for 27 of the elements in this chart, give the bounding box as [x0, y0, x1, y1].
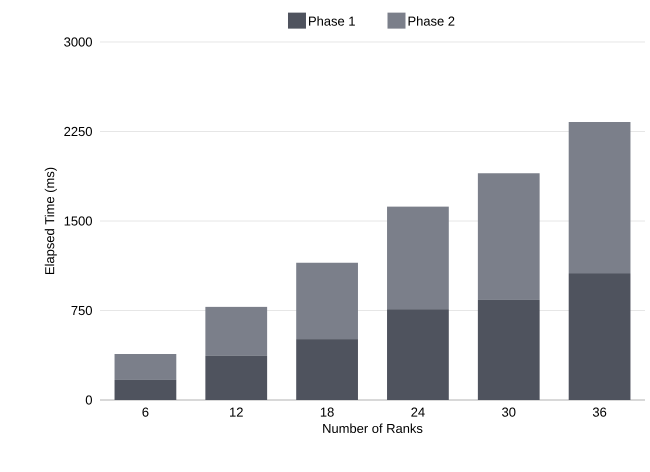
y-tick-label: 0 [86, 395, 92, 405]
y-tick-label: 750 [72, 306, 92, 316]
bar [478, 300, 540, 400]
bar [296, 262, 358, 340]
bar [387, 206, 449, 310]
legend-label: Phase 1 [309, 16, 355, 26]
x-tick-label: 30 [502, 408, 516, 417]
bar [387, 309, 449, 400]
x-tick-label: 36 [592, 408, 606, 417]
x-tick-label: 18 [320, 408, 334, 417]
bar [114, 354, 176, 380]
bar [568, 122, 630, 274]
bar [205, 306, 268, 356]
y-axis-title: Elapsed Time (ms) [44, 168, 57, 274]
bar [296, 339, 358, 400]
bar [205, 356, 268, 400]
x-tick-label: 12 [230, 408, 243, 417]
bar [568, 274, 630, 400]
bar [114, 380, 176, 400]
legend-label: Phase 2 [408, 16, 454, 26]
y-tick-label: 1500 [64, 216, 92, 226]
bar [478, 173, 540, 300]
x-tick-label: 6 [142, 408, 148, 417]
x-tick-label: 24 [411, 408, 425, 417]
x-axis-title: Number of Ranks [323, 424, 422, 434]
y-tick-label: 2250 [64, 126, 92, 136]
y-tick-label: 3000 [64, 37, 92, 47]
